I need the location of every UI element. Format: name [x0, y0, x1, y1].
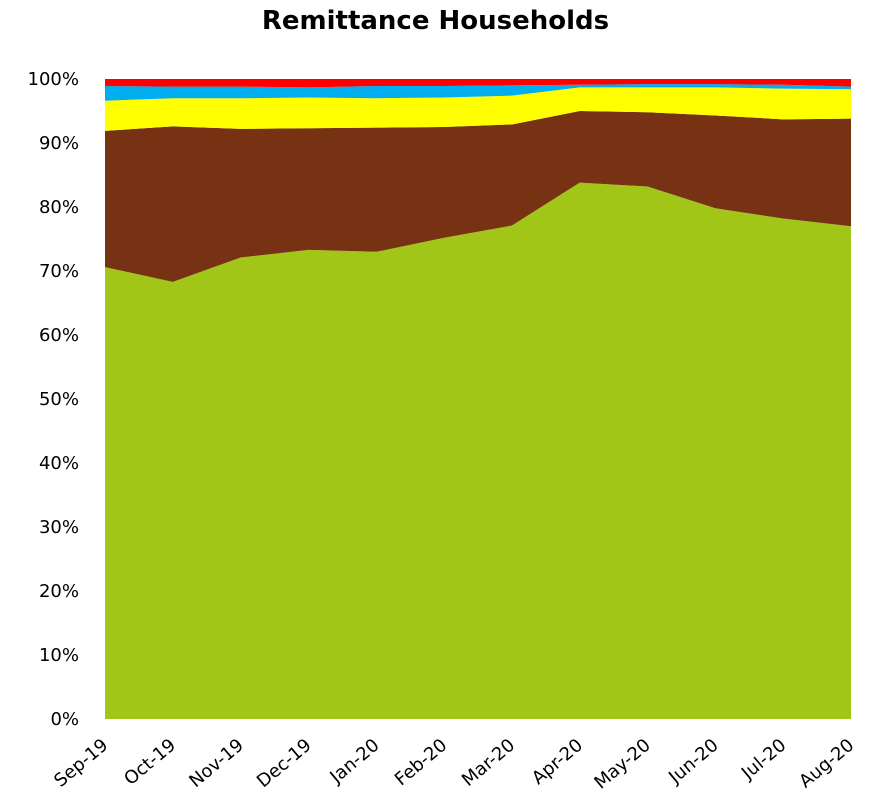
y-tick-label: 60% — [39, 325, 79, 346]
y-tick-label: 50% — [39, 389, 79, 410]
y-axis: 0% 10% 20% 30% 40% 50% 60% 70% 80% 90% 100% — [28, 69, 79, 730]
area-series-1 — [105, 182, 851, 719]
area-series-5 — [105, 79, 851, 88]
x-tick-label: Dec-19 — [253, 735, 316, 792]
x-tick-label: Aug-20 — [795, 735, 858, 793]
x-tick-label: Oct-19 — [120, 735, 180, 790]
area-series-3 — [105, 87, 851, 131]
area-series-group — [105, 79, 851, 719]
y-tick-label: 30% — [39, 517, 79, 538]
x-tick-label: Nov-19 — [185, 735, 248, 792]
area-series-4 — [105, 84, 851, 101]
y-tick-label: 90% — [39, 133, 79, 154]
x-tick-label: Jan-20 — [325, 735, 383, 788]
y-tick-label: 100% — [28, 69, 79, 90]
x-tick-label: Mar-20 — [458, 735, 519, 791]
y-tick-label: 40% — [39, 453, 79, 474]
area-series-2 — [105, 111, 851, 282]
x-tick-label: May-20 — [590, 735, 654, 794]
y-tick-label: 0% — [50, 709, 79, 730]
y-tick-label: 80% — [39, 197, 79, 218]
chart-title: Remittance Households — [261, 6, 610, 36]
x-tick-label: Sep-19 — [50, 735, 112, 792]
x-tick-label: Jun-20 — [664, 735, 722, 789]
x-tick-label: Feb-20 — [391, 735, 451, 790]
x-tick-label: Apr-20 — [528, 735, 587, 789]
x-tick-label: Jul-20 — [737, 735, 790, 785]
x-axis: Sep-19 Oct-19 Nov-19 Dec-19 Jan-20 Feb-20 Mar-… — [50, 735, 858, 794]
y-tick-label: 20% — [39, 581, 79, 602]
y-tick-label: 70% — [39, 261, 79, 282]
y-tick-label: 10% — [39, 645, 79, 666]
